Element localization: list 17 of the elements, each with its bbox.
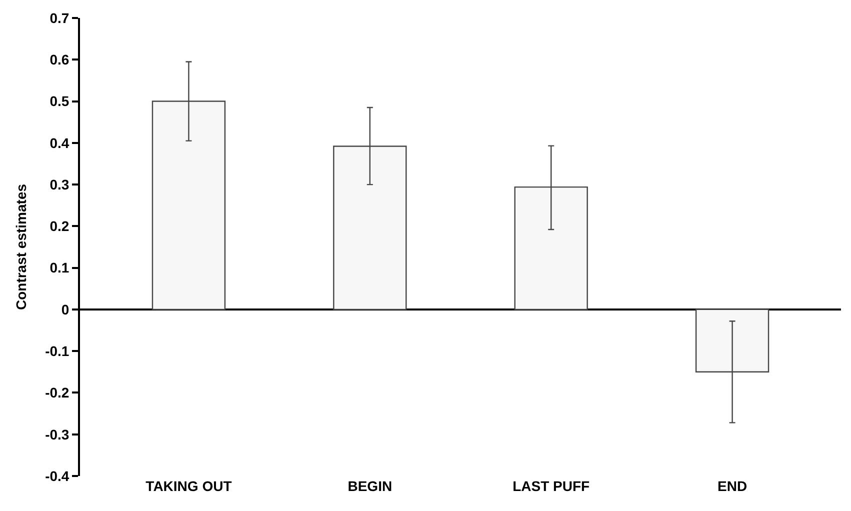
x-tick-label: BEGIN xyxy=(348,478,392,494)
y-tick-label: 0 xyxy=(61,301,70,318)
y-tick-label: 0.3 xyxy=(50,176,70,192)
x-tick-label: TAKING OUT xyxy=(146,478,232,494)
y-tick-label: -0.1 xyxy=(45,342,70,359)
x-tick-label: LAST PUFF xyxy=(512,478,590,494)
y-tick-label: 0.4 xyxy=(50,134,70,151)
y-tick-label: 0.6 xyxy=(50,52,70,68)
y-tick-label: 0.2 xyxy=(50,218,70,234)
x-tick-label: END xyxy=(718,478,748,494)
y-tick-label: -0.3 xyxy=(45,426,70,442)
y-tick-label: -0.2 xyxy=(45,384,70,401)
y-tick-label: -0.4 xyxy=(45,468,70,484)
y-axis-title: Contrast estimates xyxy=(13,184,30,310)
y-tick-label: 0.7 xyxy=(50,10,70,26)
y-tick-label: 0.1 xyxy=(50,260,70,276)
y-tick-label: 0.5 xyxy=(50,93,70,110)
